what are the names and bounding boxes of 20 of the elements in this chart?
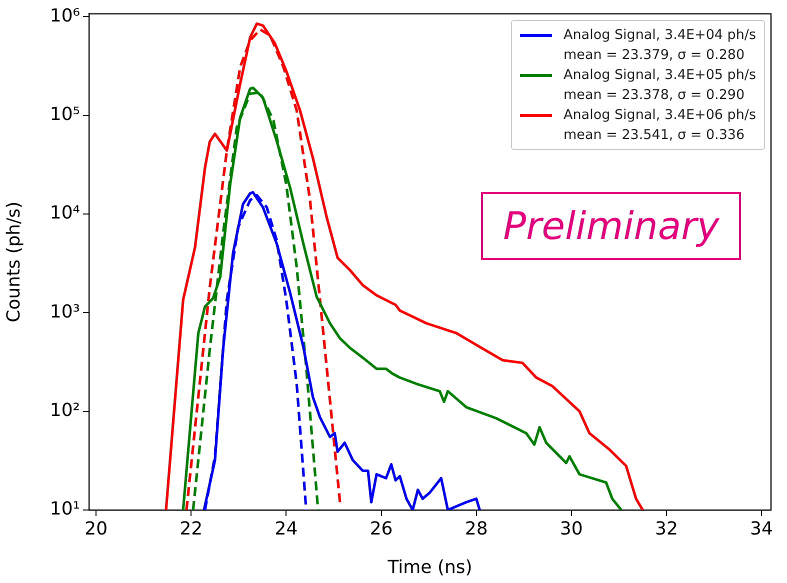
y-tick-label: 10⁶ [50, 5, 80, 26]
x-tick-label: 34 [750, 518, 773, 540]
y-tick-label: 10³ [50, 301, 80, 322]
x-tick-label: 22 [180, 518, 203, 540]
annotation: Preliminary [481, 192, 742, 260]
x-tick-label: 30 [560, 518, 583, 540]
x-tick-label: 28 [464, 518, 488, 540]
y-tick-label: 10⁴ [50, 202, 80, 224]
x-tick-label: 24 [274, 518, 298, 540]
y-tick-label: 10² [50, 400, 80, 422]
legend-label: Analog Signal, 3.4E+06 ph/s mean = 23.541, σ = 0.336 [564, 106, 756, 145]
x-tick-label: 26 [370, 518, 393, 540]
x-tick-label: 20 [84, 518, 108, 540]
legend-label: Analog Signal, 3.4E+05 ph/s mean = 23.378, σ = 0.290 [564, 66, 756, 105]
legend-label: Analog Signal, 3.4E+04 ph/s mean = 23.379, σ = 0.280 [564, 26, 756, 65]
y-tick-label: 10¹ [50, 498, 80, 520]
x-tick-label: 32 [654, 518, 678, 540]
y-tick-label: 10⁵ [50, 104, 80, 126]
y-axis-title: Counts (ph/s) [3, 201, 24, 322]
x-axis-title: Time (ns) [386, 556, 472, 578]
